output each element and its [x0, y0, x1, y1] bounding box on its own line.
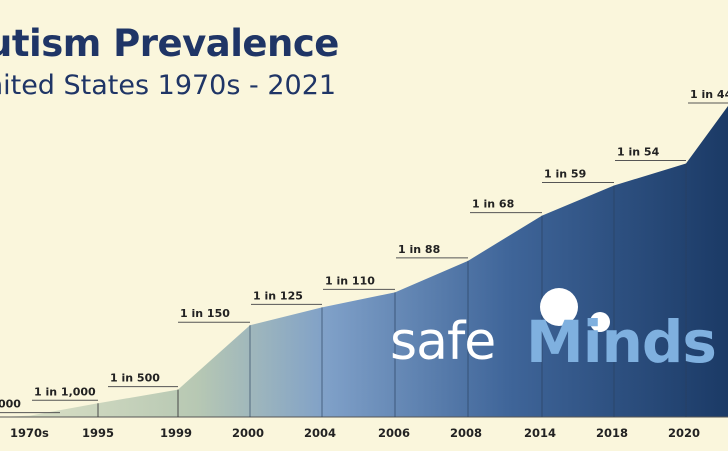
x-tick-label: 2000 — [232, 426, 264, 440]
chart-title: utism Prevalence — [0, 22, 339, 65]
prevalence-label: 1 in 150 — [180, 307, 230, 320]
prevalence-label: 1 in 1,000 — [34, 385, 96, 398]
logo-circle-icon — [540, 288, 578, 326]
x-tick-label: 2008 — [450, 426, 482, 440]
x-tick-label: 2018 — [596, 426, 628, 440]
logo-word-safe: safe — [390, 312, 496, 372]
x-tick-label: 2004 — [304, 426, 336, 440]
x-tick-label: 2014 — [524, 426, 556, 440]
x-tick-label: 2006 — [378, 426, 410, 440]
x-tick-label: 1995 — [82, 426, 114, 440]
prevalence-label: 000 — [0, 398, 21, 411]
prevalence-label: 1 in 68 — [472, 198, 514, 211]
prevalence-label: 1 in 44 — [690, 88, 728, 101]
prevalence-label: 1 in 110 — [325, 274, 375, 287]
prevalence-label: 1 in 54 — [617, 146, 660, 159]
prevalence-area — [0, 106, 728, 417]
prevalence-label: 1 in 125 — [253, 289, 303, 302]
prevalence-label: 1 in 500 — [110, 372, 160, 385]
prevalence-label: 1 in 88 — [398, 243, 440, 256]
safeminds-logo: safe Minds — [390, 286, 728, 386]
x-tick-label: 2020 — [668, 426, 700, 440]
prevalence-label: 1 in 59 — [544, 167, 586, 180]
chart-subtitle: nited States 1970s - 2021 — [0, 70, 337, 101]
logo-dot-icon — [590, 312, 610, 332]
x-tick-label: 1970s — [10, 426, 49, 440]
x-tick-label: 1999 — [160, 426, 192, 440]
logo-word-minds: Minds — [526, 308, 717, 376]
